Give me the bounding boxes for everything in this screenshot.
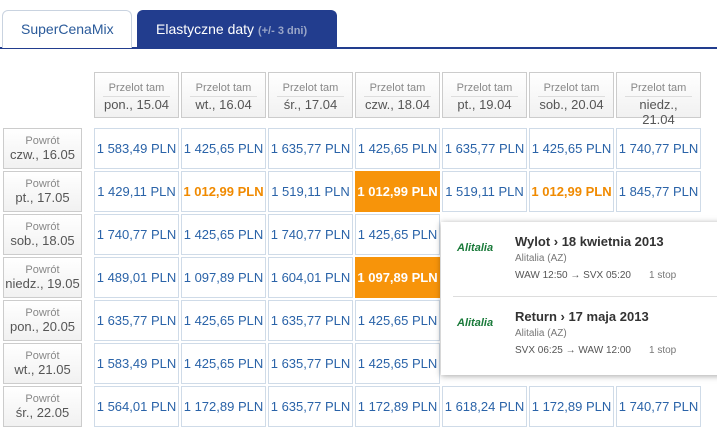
airline-logo: Alitalia: [457, 242, 494, 254]
price-cell[interactable]: 1 425,65 PLN: [355, 300, 440, 341]
price-cell[interactable]: 1 425,65 PLN: [529, 128, 614, 169]
row-header: Powrót śr., 22.05: [3, 386, 82, 427]
price-cell[interactable]: 1 429,11 PLN: [94, 171, 179, 212]
tab-active[interactable]: Elastyczne daty (+/- 3 dni): [137, 10, 337, 48]
price-cell[interactable]: 1 172,89 PLN: [529, 386, 614, 427]
price-cell[interactable]: 1 425,65 PLN: [181, 214, 266, 255]
price-cell[interactable]: 1 740,77 PLN: [94, 214, 179, 255]
row-caption: Powrót: [25, 264, 60, 276]
column-header: Przelot tam wt., 16.04: [181, 72, 266, 118]
price-cell[interactable]: 1 519,11 PLN: [268, 171, 353, 212]
row-header: Powrót wt., 21.05: [3, 343, 82, 384]
price-cell[interactable]: 1 097,89 PLN: [355, 257, 440, 298]
flight-title: Return › 17 maja 2013: [515, 309, 649, 324]
price-cell[interactable]: 1 425,65 PLN: [355, 128, 440, 169]
price-cell[interactable]: 1 635,77 PLN: [268, 128, 353, 169]
price-cell[interactable]: 1 425,65 PLN: [181, 343, 266, 384]
price-cell[interactable]: 1 425,65 PLN: [181, 300, 266, 341]
row-date: śr., 22.05: [15, 405, 70, 420]
tab-label: Elastyczne daty: [156, 21, 255, 37]
price-cell[interactable]: 1 583,49 PLN: [94, 128, 179, 169]
header-date: niedz., 21.04: [625, 96, 692, 127]
row-date: pon., 20.05: [9, 319, 76, 334]
row-header: Powrót niedz., 19.05: [3, 257, 82, 298]
row-caption: Powrót: [25, 135, 60, 147]
price-cell[interactable]: 1 618,24 PLN: [442, 386, 527, 427]
price-cell[interactable]: 1 740,77 PLN: [268, 214, 353, 255]
row-date: sob., 18.05: [10, 233, 75, 248]
column-header: Przelot tam sob., 20.04: [529, 72, 614, 118]
airline-name: Alitalia (AZ): [515, 328, 567, 339]
row-header: Powrót sob., 18.05: [3, 214, 82, 255]
row-caption: Powrót: [25, 307, 60, 319]
price-cell[interactable]: 1 012,99 PLN: [181, 171, 266, 212]
price-cell[interactable]: 1 564,01 PLN: [94, 386, 179, 427]
price-cell[interactable]: 1 635,77 PLN: [442, 128, 527, 169]
column-header: Przelot tam niedz., 21.04: [616, 72, 701, 127]
header-caption: Przelot tam: [369, 82, 426, 94]
price-cell[interactable]: 1 012,99 PLN: [355, 171, 440, 212]
price-cell[interactable]: 1 740,77 PLN: [616, 128, 701, 169]
price-cell[interactable]: 1 425,65 PLN: [355, 343, 440, 384]
column-header: Przelot tam pt., 19.04: [442, 72, 527, 118]
price-cell[interactable]: 1 425,65 PLN: [181, 128, 266, 169]
row-date: czw., 16.05: [9, 147, 76, 162]
header-caption: Przelot tam: [282, 82, 339, 94]
price-cell[interactable]: 1 172,89 PLN: [181, 386, 266, 427]
header-caption: Przelot tam: [543, 82, 600, 94]
price-cell[interactable]: 1 519,11 PLN: [442, 171, 527, 212]
flight-stops: 1 stop: [649, 270, 677, 281]
column-header: Przelot tam pon., 15.04: [94, 72, 179, 118]
row-header: Powrót pt., 17.05: [3, 171, 82, 212]
tab-note: (+/- 3 dni): [257, 25, 308, 37]
price-cell[interactable]: 1 489,01 PLN: [94, 257, 179, 298]
price-cell[interactable]: 1 635,77 PLN: [268, 343, 353, 384]
row-caption: Powrót: [25, 393, 60, 405]
airline-logo: Alitalia: [457, 317, 494, 329]
column-header: Przelot tam czw., 18.04: [355, 72, 440, 118]
price-cell[interactable]: 1 635,77 PLN: [94, 300, 179, 341]
row-date: wt., 21.05: [14, 362, 71, 377]
header-caption: Przelot tam: [195, 82, 252, 94]
airline-name: Alitalia (AZ): [515, 253, 567, 264]
flight-popup: Alitalia Wylot › 18 kwietnia 2013 Alitalia…: [441, 222, 717, 375]
header-caption: Przelot tam: [108, 82, 165, 94]
header-date: pon., 15.04: [103, 96, 170, 112]
price-cell[interactable]: 1 635,77 PLN: [268, 300, 353, 341]
price-cell[interactable]: 1 583,49 PLN: [94, 343, 179, 384]
price-cell[interactable]: 1 845,77 PLN: [616, 171, 701, 212]
column-header: Przelot tam śr., 17.04: [268, 72, 353, 118]
price-cell[interactable]: 1 097,89 PLN: [181, 257, 266, 298]
flight-title: Wylot › 18 kwietnia 2013: [515, 234, 664, 249]
row-header: Powrót czw., 16.05: [3, 128, 82, 169]
header-caption: Przelot tam: [456, 82, 513, 94]
price-cell[interactable]: 1 604,01 PLN: [268, 257, 353, 298]
tab-underline: [0, 47, 717, 49]
header-date: pt., 19.04: [451, 96, 518, 112]
row-date: niedz., 19.05: [5, 276, 80, 291]
header-date: wt., 16.04: [190, 96, 257, 112]
header-date: śr., 17.04: [277, 96, 344, 112]
flight-route: WAW 12:50 → SVX 05:20: [515, 270, 631, 281]
separator: [453, 296, 717, 297]
price-cell[interactable]: 1 172,89 PLN: [355, 386, 440, 427]
price-cell[interactable]: 1 425,65 PLN: [355, 214, 440, 255]
flight-stops: 1 stop: [649, 345, 677, 356]
row-caption: Powrót: [25, 221, 60, 233]
header-date: czw., 18.04: [364, 96, 431, 112]
price-cell[interactable]: 1 635,77 PLN: [268, 386, 353, 427]
row-date: pt., 17.05: [15, 190, 70, 205]
flight-route: SVX 06:25 → WAW 12:00: [515, 345, 631, 356]
header-date: sob., 20.04: [538, 96, 605, 112]
row-caption: Powrót: [25, 350, 60, 362]
header-caption: Przelot tam: [630, 82, 687, 94]
price-cell[interactable]: 1 012,99 PLN: [529, 171, 614, 212]
row-caption: Powrót: [25, 178, 60, 190]
tab[interactable]: SuperCenaMix: [2, 10, 132, 48]
price-cell[interactable]: 1 740,77 PLN: [616, 386, 701, 427]
row-header: Powrót pon., 20.05: [3, 300, 82, 341]
